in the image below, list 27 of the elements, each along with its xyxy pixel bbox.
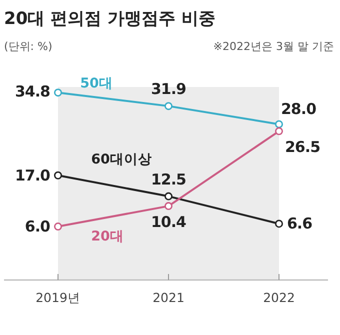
point [164, 102, 172, 110]
series-label: 60대이상 [91, 152, 152, 168]
point [275, 120, 283, 128]
text: ※2022년은 3월 말 기준 [213, 40, 334, 53]
series-label: 50대 [80, 75, 113, 92]
x-tick-label: 2022 [263, 290, 295, 305]
data-label: 28.0 [281, 100, 316, 118]
x-tick-label: 2021 [152, 290, 184, 305]
point [54, 171, 62, 180]
data-label: 12.5 [150, 170, 186, 188]
data-label: 6.6 [287, 214, 312, 233]
x-tick-label: 2019년 [36, 290, 80, 305]
data-label: 10.4 [150, 213, 186, 232]
point [275, 220, 283, 228]
point [275, 127, 283, 136]
series-label: 20대 [91, 228, 124, 244]
data-label: 31.9 [150, 80, 186, 98]
point [54, 88, 62, 97]
point [164, 192, 172, 200]
data-label: 26.5 [285, 138, 320, 156]
point [164, 202, 172, 210]
data-label: 17.0 [14, 166, 50, 184]
data-label: 6.0 [24, 218, 50, 236]
chart-title: 20대 편의점 가맹점주 비중 [4, 9, 216, 29]
data-label: 34.8 [14, 82, 50, 101]
text: (단위: %) [4, 40, 52, 53]
point [54, 222, 62, 231]
